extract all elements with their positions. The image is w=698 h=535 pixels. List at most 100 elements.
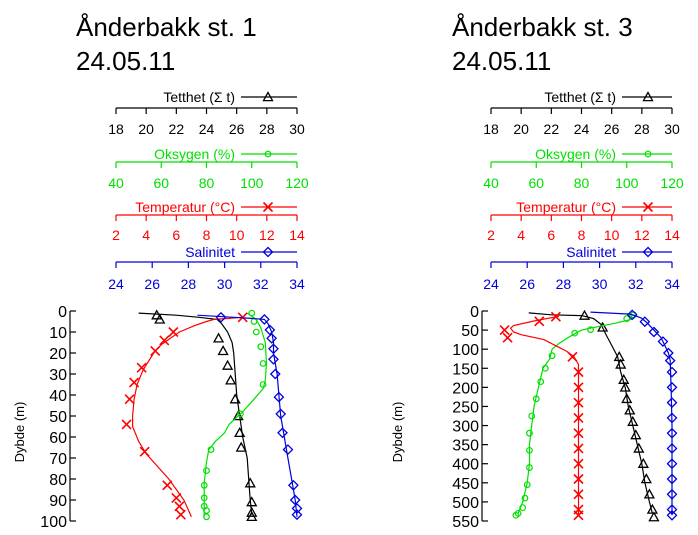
data-point <box>534 316 545 327</box>
axis-tick-label: 26 <box>144 276 160 292</box>
data-point <box>633 442 645 453</box>
depth-tick-label: 450 <box>452 476 479 493</box>
axis-tick-label: 24 <box>483 276 499 292</box>
depth-tick-label: 350 <box>452 438 479 455</box>
data-point <box>550 311 561 322</box>
axis-tick-label: 26 <box>604 121 620 137</box>
data-point <box>548 352 556 360</box>
data-point <box>168 326 179 338</box>
data-point <box>528 412 536 420</box>
axis-tick-label: 14 <box>664 227 680 243</box>
axis-triangle-group: Tetthet (Σ t) 18 20 22 24 26 28 30 <box>483 89 680 137</box>
data-point <box>626 309 638 321</box>
axis-label: Oksygen (%) <box>535 146 616 162</box>
data-point <box>248 309 256 317</box>
axis-tick-label: 34 <box>664 276 680 292</box>
data-point <box>664 355 676 367</box>
data-point <box>162 480 173 491</box>
axis-triangle-group: Tetthet (Σ t) 18 20 22 24 26 28 30 <box>108 89 305 137</box>
data-point <box>259 313 270 325</box>
data-point <box>207 446 215 454</box>
depth-tick-label: 40 <box>49 388 67 405</box>
data-point <box>269 368 281 380</box>
axis-diamond-group: Salinitet 24 26 28 30 32 34 <box>108 244 305 292</box>
axis-tick-label: 120 <box>285 175 309 191</box>
axis-tick-label: 20 <box>138 121 154 137</box>
data-point <box>666 504 678 515</box>
panel-station-3: Ånderbakk st. 3 24.05.11 Dybde (m) Tetth… <box>390 12 684 531</box>
data-point <box>573 458 584 469</box>
depth-tick-label: 30 <box>49 367 67 384</box>
data-point <box>587 326 594 334</box>
axis-label: Oksygen (%) <box>154 146 235 162</box>
data-point <box>666 427 678 439</box>
data-point <box>129 377 140 388</box>
data-point <box>150 345 161 356</box>
data-point <box>666 381 678 393</box>
data-point <box>619 381 631 392</box>
data-point <box>200 481 208 489</box>
series-circle <box>200 309 268 521</box>
data-point <box>573 473 584 485</box>
data-point <box>541 364 549 372</box>
data-point <box>613 350 625 362</box>
data-point <box>252 328 260 336</box>
axis-tick-label: 8 <box>203 227 211 243</box>
axis-label: Tetthet (Σ t) <box>163 89 235 105</box>
data-point <box>648 511 660 522</box>
data-point <box>666 412 678 424</box>
axis-tick-label: 60 <box>528 175 544 191</box>
axis-tick-label: 30 <box>289 121 305 137</box>
data-point <box>618 373 630 384</box>
data-point <box>225 374 237 385</box>
data-point <box>666 397 678 409</box>
axis-tick-label: 2 <box>487 227 495 243</box>
data-point <box>666 509 678 521</box>
axis-tick-label: 24 <box>108 276 124 292</box>
data-point <box>666 458 678 470</box>
chart-title: Ånderbakk st. 1 <box>76 12 257 42</box>
data-point <box>666 473 678 485</box>
data-point <box>136 362 147 373</box>
axis-label: Temperatur (°C) <box>135 199 235 215</box>
data-point <box>203 513 210 521</box>
axis-tick-label: 2 <box>112 227 120 243</box>
depth-tick-label: 80 <box>49 472 67 489</box>
data-point <box>203 507 210 514</box>
series-line <box>517 314 637 514</box>
data-point <box>640 473 652 484</box>
axis-tick-label: 28 <box>556 276 572 292</box>
axis-label: Salinitet <box>185 244 235 260</box>
data-point <box>217 345 229 356</box>
axis-circle-group: Oksygen (%) 40 60 80 100 120 <box>108 146 309 191</box>
legend-marker <box>264 150 272 158</box>
axis-tick-label: 10 <box>604 227 620 243</box>
axis-tick-label: 40 <box>483 175 499 191</box>
depth-tick-label: 500 <box>452 495 479 512</box>
series-line <box>138 312 253 515</box>
legend-marker <box>262 246 274 258</box>
axis-tick-label: 30 <box>217 276 233 292</box>
data-point <box>291 502 303 514</box>
depth-axis: 0 10 20 30 40 50 60 70 80 90 100 <box>40 304 76 531</box>
axis-tick-label: 8 <box>578 227 586 243</box>
axis-label: Temperatur (°C) <box>516 199 616 215</box>
data-point <box>639 316 651 328</box>
depth-tick-label: 400 <box>452 457 479 474</box>
depth-tick-label: 60 <box>49 430 67 447</box>
axis-tick-label: 120 <box>660 175 684 191</box>
data-point <box>282 444 294 456</box>
y-axis-label: Dybde (m) <box>12 402 27 463</box>
axis-tick-label: 26 <box>229 121 245 137</box>
axis-diamond-group: Salinitet 24 26 28 30 32 34 <box>483 244 680 292</box>
depth-tick-label: 10 <box>49 325 67 342</box>
data-point <box>521 494 529 502</box>
depth-tick-label: 70 <box>49 451 67 468</box>
data-point <box>235 441 247 452</box>
axis-tick-label: 22 <box>544 121 560 137</box>
data-point <box>573 382 584 393</box>
axis-tick-label: 4 <box>517 227 525 243</box>
data-point <box>171 492 182 503</box>
depth-tick-label: 250 <box>452 399 479 416</box>
data-point <box>222 359 234 370</box>
